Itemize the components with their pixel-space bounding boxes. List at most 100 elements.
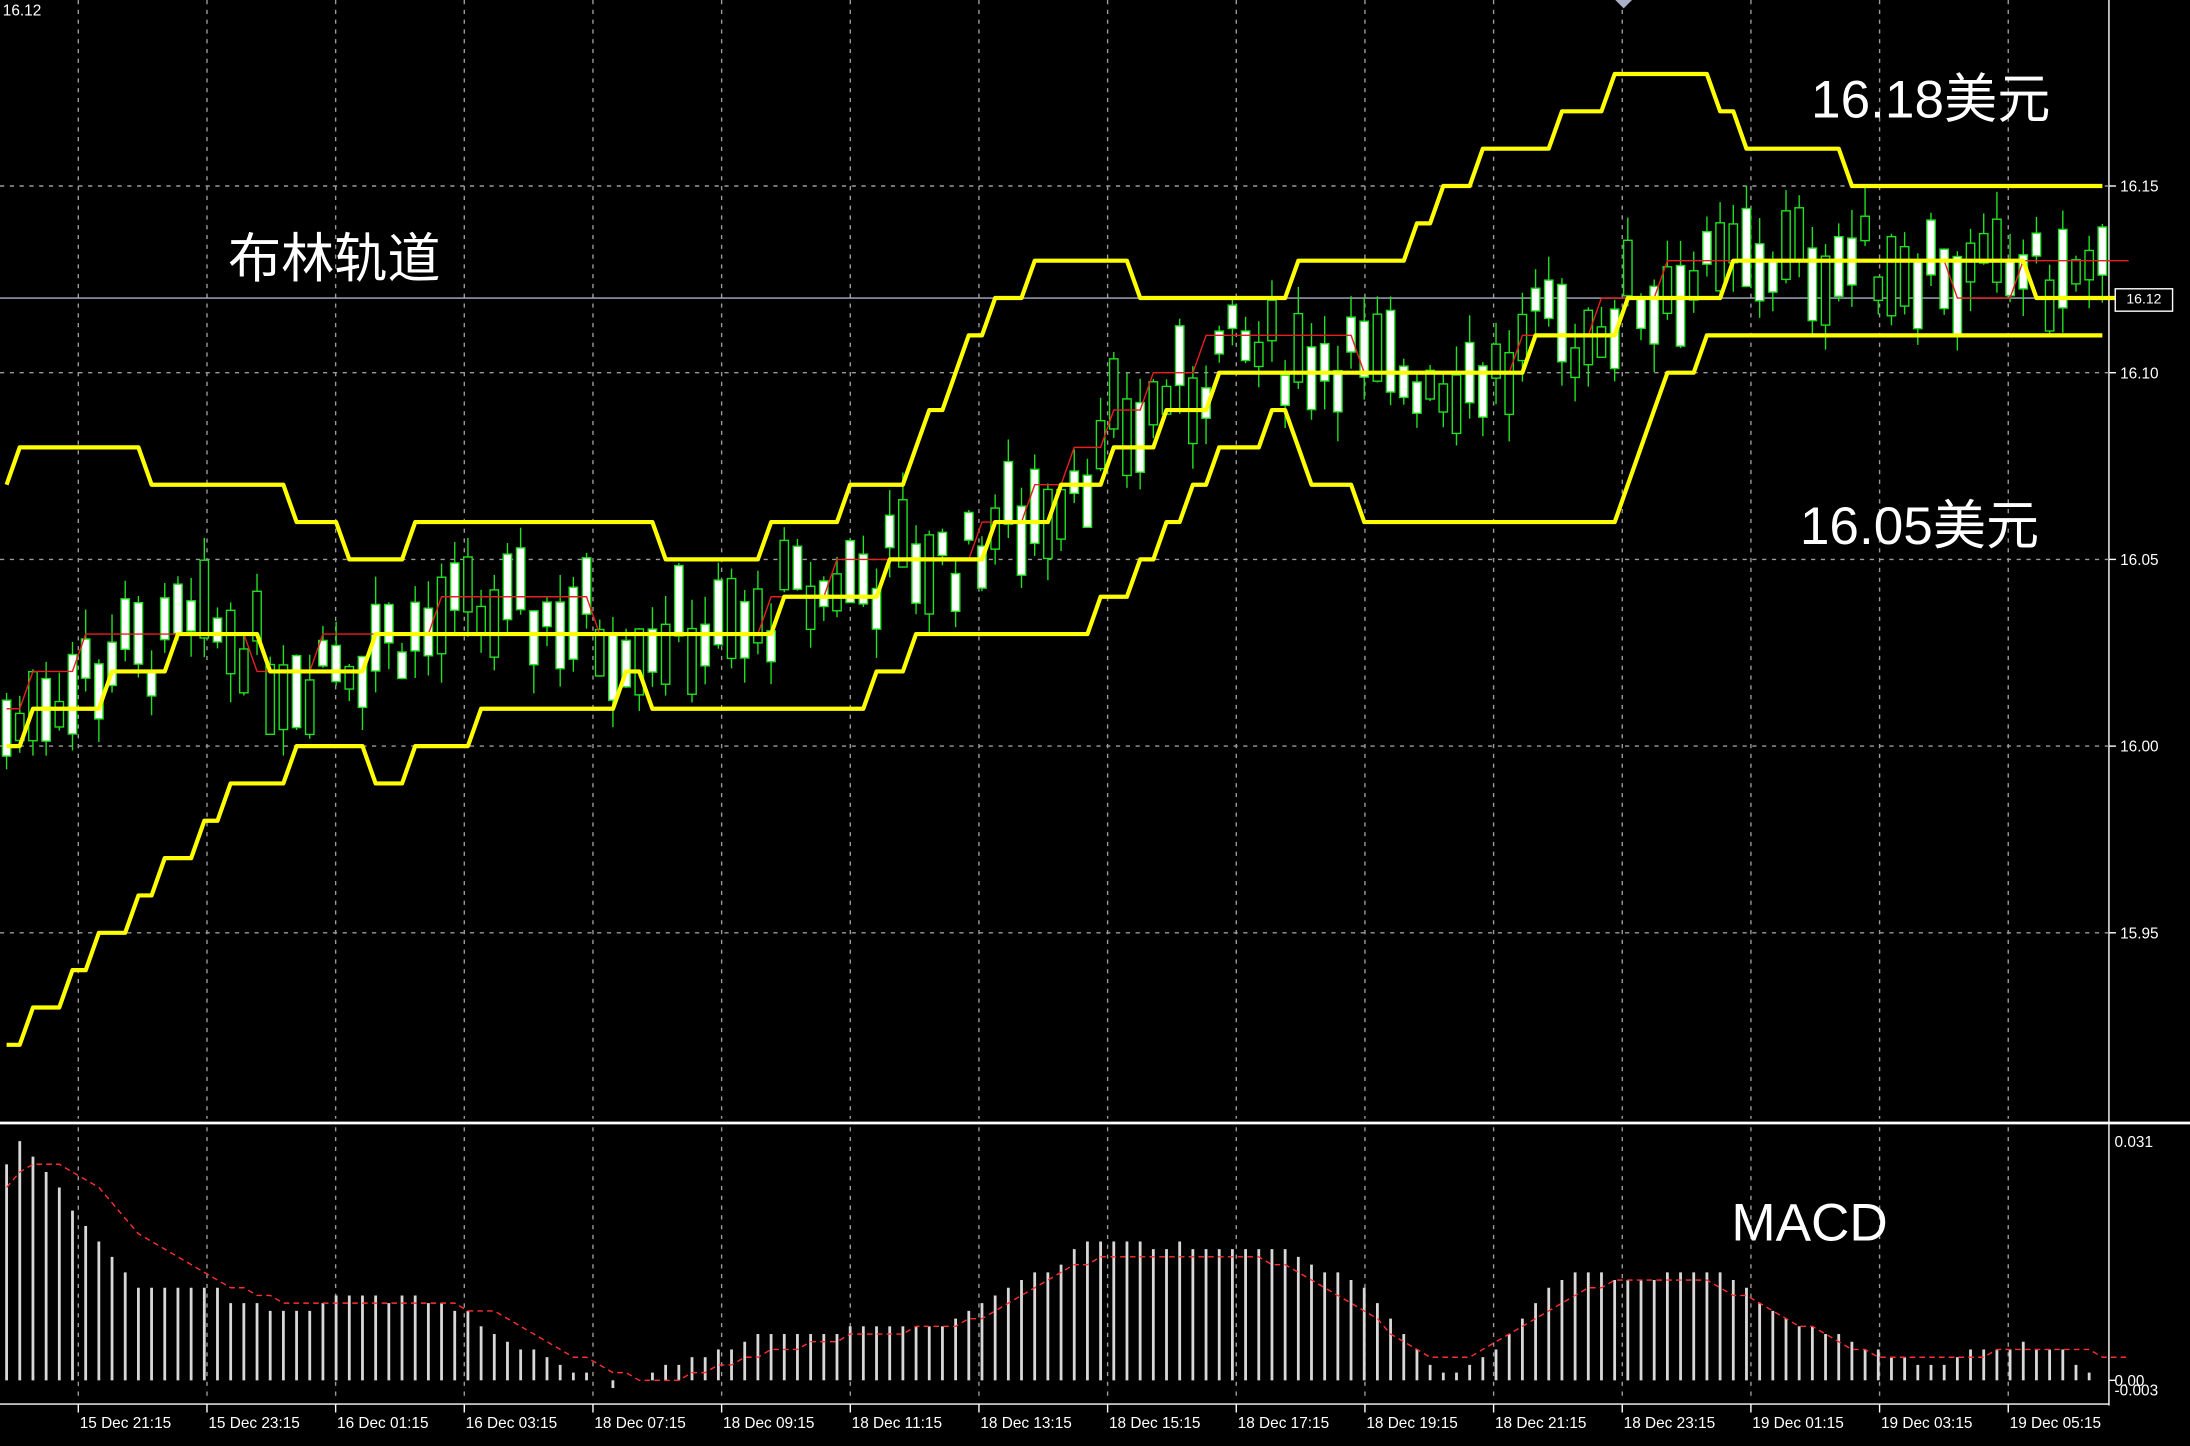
price-tick-label: 15.95 — [2120, 925, 2158, 942]
time-tick-label: 18 Dec 21:15 — [1495, 1415, 1586, 1432]
lower-value-annotation: 16.05美元 — [1799, 497, 2040, 557]
candle-body — [1992, 218, 2002, 283]
candle-body — [871, 587, 882, 630]
candle-body — [818, 580, 829, 608]
candle-body — [739, 601, 750, 659]
corner-price-label: 16.12 — [2, 2, 42, 20]
candle-body — [1728, 223, 1739, 264]
candle-body — [502, 553, 513, 621]
candle-body — [528, 610, 539, 666]
time-tick-label: 18 Dec 19:15 — [1366, 1415, 1457, 1432]
candle-body — [542, 601, 552, 628]
candle-body — [2097, 226, 2108, 276]
candle-body — [1148, 381, 1159, 426]
candle-body — [924, 534, 935, 615]
candle-body — [2084, 249, 2095, 281]
candle-body — [1767, 259, 1778, 293]
candle-body — [726, 577, 737, 660]
candle-body — [858, 553, 869, 605]
candle-body — [1306, 346, 1317, 411]
macd-signal-line — [6, 1163, 2129, 1382]
candle-body — [2031, 232, 2042, 257]
candle-body — [1609, 308, 1620, 370]
candle-body — [1227, 304, 1238, 330]
candle-body — [1477, 365, 1488, 418]
candle-body — [792, 545, 803, 590]
candle-body — [647, 628, 658, 673]
candle-body — [28, 670, 38, 742]
candle-body — [1332, 369, 1343, 413]
candle-body — [1359, 320, 1370, 378]
candle-body — [1899, 245, 1910, 307]
candle-body — [107, 641, 117, 687]
candle-body — [186, 600, 197, 632]
candle-body — [397, 651, 407, 680]
candle-body — [1517, 313, 1528, 362]
candle-body — [278, 664, 289, 731]
candle-body — [1412, 381, 1422, 414]
candle-body — [621, 639, 631, 688]
candle-body — [1702, 231, 1712, 265]
candle-body — [1557, 283, 1567, 363]
candle-body — [159, 597, 170, 641]
candle-body — [1451, 374, 1462, 435]
upper-value-annotation: 16.18美元 — [1811, 71, 2051, 131]
candle-body — [700, 623, 711, 667]
price-tick-label: 16.05 — [2120, 552, 2158, 569]
time-tick-label: 16 Dec 01:15 — [337, 1415, 428, 1432]
time-tick-label: 15 Dec 23:15 — [208, 1415, 299, 1432]
candle-body — [1675, 264, 1686, 347]
candle-body — [884, 514, 895, 549]
current-price-tag: 16.12 — [2114, 288, 2174, 312]
candle-body — [805, 585, 816, 631]
candle-body — [1135, 401, 1146, 473]
scroll-marker — [1615, 0, 1633, 9]
candle-body — [1662, 266, 1673, 315]
candle-body — [753, 588, 763, 644]
price-tick-label: 16.00 — [2120, 739, 2158, 756]
candle-body — [2071, 259, 2081, 285]
candle-body — [1754, 243, 1765, 302]
time-tick-label: 19 Dec 05:15 — [2010, 1415, 2101, 1432]
candle-body — [449, 562, 460, 611]
candle-body — [1425, 369, 1436, 400]
price-tick-label: 16.10 — [2120, 365, 2158, 382]
candle-body — [1253, 341, 1264, 368]
candle-body — [2057, 228, 2068, 309]
candle-body — [1504, 351, 1515, 416]
time-tick-label: 19 Dec 03:15 — [1881, 1415, 1972, 1432]
candle-body — [1978, 232, 1989, 264]
candle-body — [383, 603, 394, 644]
candle-body — [1820, 255, 1831, 326]
time-tick-label: 18 Dec 17:15 — [1238, 1415, 1329, 1432]
candle-body — [937, 531, 948, 557]
candle-body — [1715, 222, 1725, 292]
candle-body — [1741, 207, 1752, 288]
candle-body — [120, 598, 131, 651]
candle-body — [515, 547, 526, 611]
time-tick-label: 16 Dec 03:15 — [466, 1415, 557, 1432]
candle-body — [1781, 210, 1791, 281]
time-tick-label: 19 Dec 01:15 — [1752, 1415, 1843, 1432]
candle-body — [1833, 236, 1844, 297]
candle-body — [1491, 343, 1501, 379]
time-tick-label: 18 Dec 15:15 — [1109, 1415, 1200, 1432]
time-tick-label: 18 Dec 07:15 — [594, 1415, 685, 1432]
macd-tick-label: 0.031 — [2115, 1134, 2153, 1151]
candle-body — [212, 617, 223, 643]
candle-body — [1082, 474, 1093, 528]
candle-body — [634, 628, 645, 696]
candle-body — [1095, 419, 1106, 470]
candle-body — [1530, 287, 1541, 312]
candle-body — [1267, 299, 1277, 342]
candle-body — [1003, 460, 1014, 525]
candle-body — [146, 670, 157, 697]
candle-body — [845, 539, 856, 604]
candle-body — [568, 586, 579, 660]
candle-body — [1438, 383, 1449, 413]
candle-body — [1240, 330, 1251, 362]
candle-body — [252, 590, 262, 642]
candle-body — [1583, 309, 1594, 366]
